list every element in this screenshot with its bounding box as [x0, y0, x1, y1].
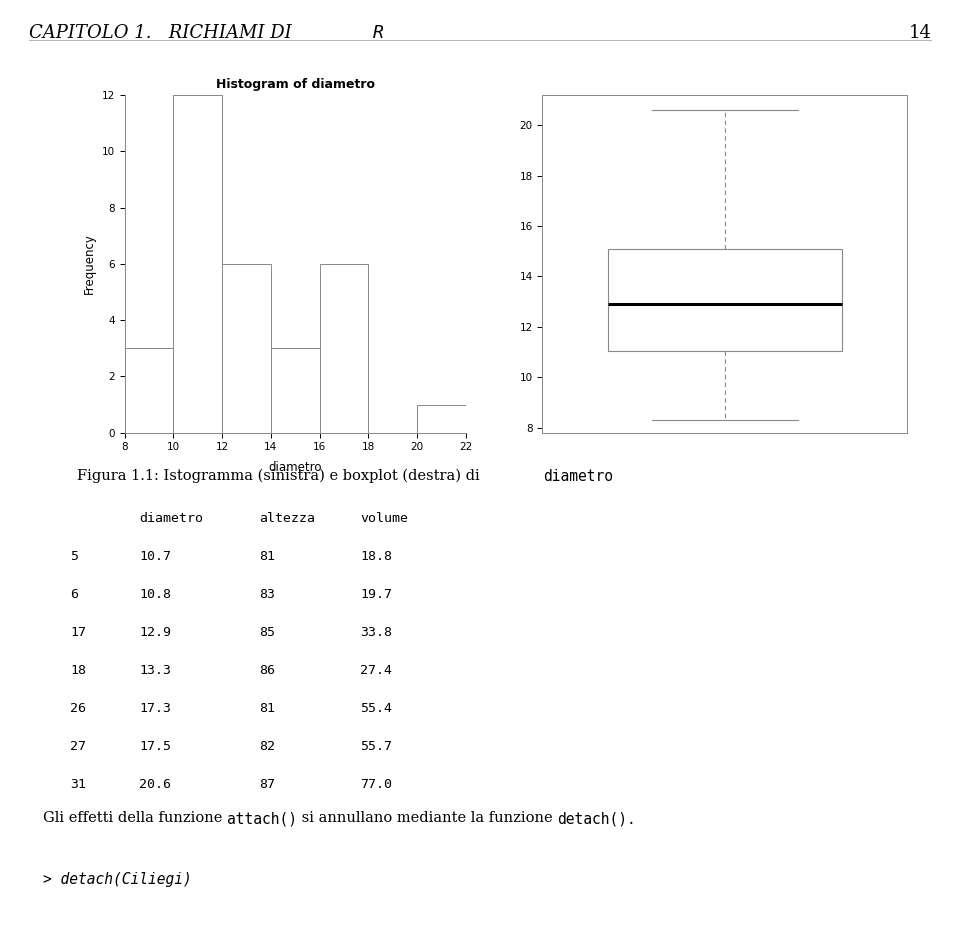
Text: > detach(Ciliegi): > detach(Ciliegi) [43, 872, 192, 887]
Text: 5: 5 [70, 550, 78, 563]
Bar [125, 348, 174, 433]
Y-axis label: Frequency: Frequency [84, 233, 96, 295]
Text: 82: 82 [259, 740, 276, 753]
Text: 6: 6 [70, 588, 78, 601]
Text: 18: 18 [70, 664, 86, 677]
Text: Gli effetti della funzione: Gli effetti della funzione [43, 811, 228, 825]
Text: 14: 14 [908, 24, 931, 42]
Bar [608, 249, 842, 351]
Text: detach().: detach(). [558, 811, 636, 826]
Text: 10.8: 10.8 [139, 588, 171, 601]
Text: Figura 1.1: Istogramma (sinistra) e boxplot (destra) di: Figura 1.1: Istogramma (sinistra) e boxp… [77, 469, 484, 483]
Text: 17.5: 17.5 [139, 740, 171, 753]
Text: 17.3: 17.3 [139, 702, 171, 715]
Bar [417, 404, 466, 433]
Text: 10.7: 10.7 [139, 550, 171, 563]
Text: attach(): attach() [228, 811, 298, 826]
Text: 27: 27 [70, 740, 86, 753]
Text: 33.8: 33.8 [360, 626, 392, 639]
Bar [174, 95, 222, 433]
Text: 19.7: 19.7 [360, 588, 392, 601]
Title: Histogram of diametro: Histogram of diametro [216, 78, 374, 91]
Text: 55.4: 55.4 [360, 702, 392, 715]
Text: 81: 81 [259, 702, 276, 715]
Text: R: R [372, 24, 383, 42]
Bar [222, 263, 271, 433]
Text: 18.8: 18.8 [360, 550, 392, 563]
Text: 77.0: 77.0 [360, 778, 392, 791]
Text: CAPITOLO 1.   RICHIAMI DI: CAPITOLO 1. RICHIAMI DI [29, 24, 298, 42]
Text: si annullano mediante la funzione: si annullano mediante la funzione [298, 811, 558, 825]
Text: 27.4: 27.4 [360, 664, 392, 677]
Text: 55.7: 55.7 [360, 740, 392, 753]
Text: 83: 83 [259, 588, 276, 601]
Text: 17: 17 [70, 626, 86, 639]
X-axis label: diametro: diametro [269, 461, 322, 474]
Text: 26: 26 [70, 702, 86, 715]
Text: volume: volume [360, 512, 408, 525]
Text: 85: 85 [259, 626, 276, 639]
Text: 20.6: 20.6 [139, 778, 171, 791]
Text: 81: 81 [259, 550, 276, 563]
Text: diametro: diametro [139, 512, 204, 525]
Text: 12.9: 12.9 [139, 626, 171, 639]
Bar [271, 348, 320, 433]
Text: altezza: altezza [259, 512, 315, 525]
Text: 31: 31 [70, 778, 86, 791]
Text: 13.3: 13.3 [139, 664, 171, 677]
Text: 86: 86 [259, 664, 276, 677]
Bar [320, 263, 369, 433]
Text: 87: 87 [259, 778, 276, 791]
Text: diametro: diametro [543, 469, 613, 484]
